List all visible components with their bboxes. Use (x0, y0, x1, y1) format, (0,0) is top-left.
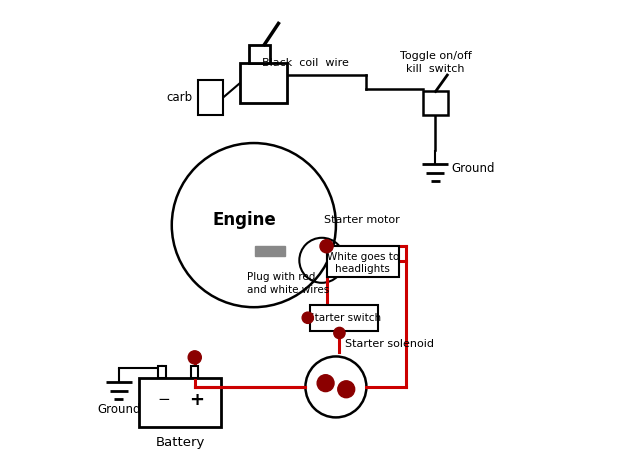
Circle shape (188, 351, 201, 364)
Bar (310, 305, 378, 331)
Bar (197, 80, 224, 115)
Text: Ground: Ground (97, 403, 141, 416)
Bar (422, 91, 449, 115)
Text: Starter solenoid: Starter solenoid (345, 340, 435, 349)
Bar (191, 366, 199, 378)
Bar (249, 45, 270, 63)
Bar (255, 246, 286, 256)
Circle shape (334, 327, 345, 339)
Bar (158, 366, 166, 378)
Circle shape (302, 312, 313, 324)
Text: Plug with red: Plug with red (247, 272, 315, 282)
Text: Engine: Engine (213, 212, 276, 229)
Text: +: + (189, 391, 204, 408)
Text: White goes to: White goes to (327, 252, 399, 262)
Text: and white wires: and white wires (247, 285, 329, 295)
Circle shape (317, 375, 334, 392)
Text: Battery: Battery (155, 436, 204, 449)
Text: carb: carb (167, 91, 193, 104)
Text: Starter motor: Starter motor (324, 215, 400, 225)
Bar (327, 246, 399, 277)
Text: Toggle on/off: Toggle on/off (400, 51, 472, 61)
Bar (240, 63, 287, 103)
Bar (139, 378, 221, 427)
Circle shape (320, 240, 333, 253)
Text: headlights: headlights (335, 264, 390, 274)
Text: −: − (157, 392, 170, 407)
Circle shape (338, 381, 355, 398)
Text: Starter switch: Starter switch (307, 313, 381, 323)
Text: Ground: Ground (452, 162, 495, 175)
Text: Black  coil  wire: Black coil wire (262, 58, 349, 68)
Text: kill  switch: kill switch (406, 64, 465, 74)
